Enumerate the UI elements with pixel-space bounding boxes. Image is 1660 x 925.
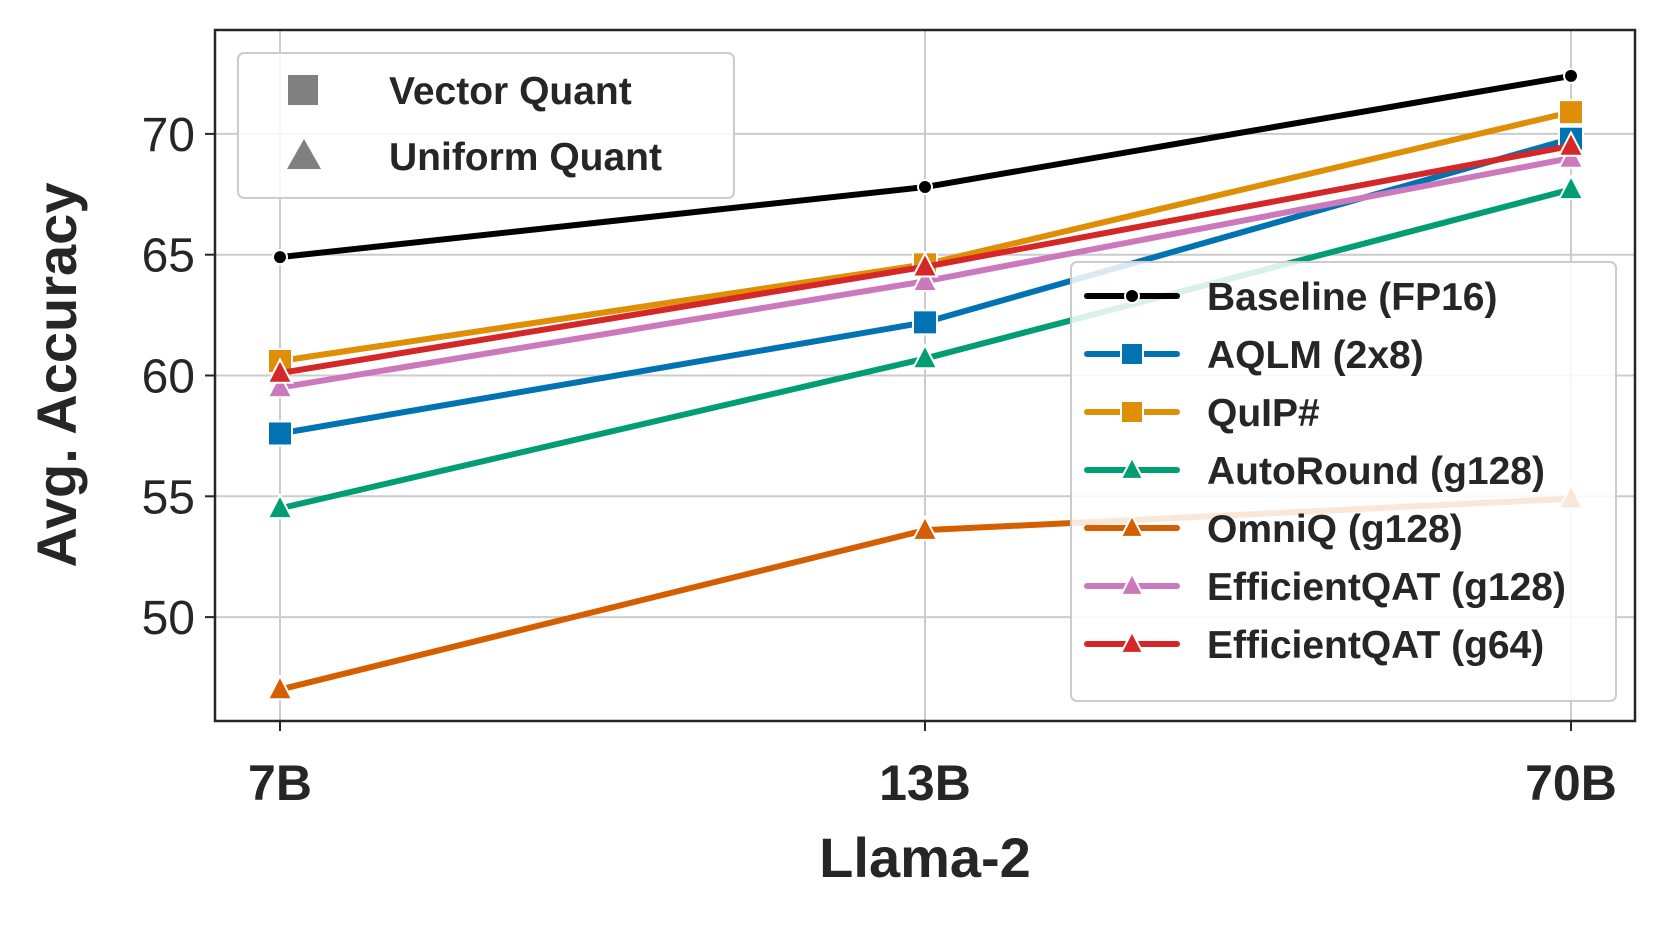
legend-label-efficientqat-g64: EfficientQAT (g64)	[1207, 624, 1544, 667]
legend-marker-type-box	[237, 52, 735, 199]
data-point-autoround-g128-7b	[266, 492, 294, 520]
legend-label-baseline-fp16: Baseline (FP16)	[1207, 276, 1497, 319]
y-tick-label-60: 60	[142, 351, 195, 404]
x-tick-label-70b: 70B	[1525, 755, 1617, 811]
legend-entry-autoround-g128: AutoRound (g128)	[1084, 450, 1545, 493]
legend-entry-aqlm-2x8: AQLM (2x8)	[1084, 334, 1424, 377]
x-axis-title: Llama-2	[819, 826, 1031, 889]
data-point-autoround-g128-70b	[1557, 173, 1585, 201]
data-point-efficientqat-g128-7b	[266, 372, 294, 399]
legend-uniform-quant-label: Uniform Quant	[389, 136, 662, 179]
legend-label-efficientqat-g128: EfficientQAT (g128)	[1207, 566, 1566, 609]
legend-vector-quant-label: Vector Quant	[389, 70, 632, 113]
y-tick-label-65: 65	[142, 230, 195, 283]
data-point-baseline-fp16-13b	[917, 179, 933, 196]
legend-entry-baseline-fp16: Baseline (FP16)	[1084, 276, 1497, 319]
legend-marker-omniq-g128	[1119, 513, 1145, 538]
data-point-efficientqat-g64-7b	[266, 357, 294, 384]
legend-series-items: Baseline (FP16) AQLM (2x8) QuIP# AutoRound …	[1084, 276, 1566, 667]
legend-label-aqlm-2x8: AQLM (2x8)	[1207, 334, 1424, 377]
legend-series: Baseline (FP16) AQLM (2x8) QuIP# AutoRound …	[1070, 261, 1617, 702]
legend-label-quip: QuIP#	[1207, 392, 1320, 435]
series-efficientqat-g128	[266, 142, 1585, 399]
data-point-efficientqat-g64-70b	[1557, 130, 1585, 157]
data-point-baseline-fp16-7b	[272, 249, 288, 266]
y-tick-label-50: 50	[142, 592, 195, 645]
legend-label-omniq-g128: OmniQ (g128)	[1207, 508, 1463, 551]
x-tick-label-7b: 7B	[248, 755, 312, 811]
legend-marker-baseline-fp16	[1124, 288, 1140, 304]
legend-marker-type: Vector Quant Uniform Quant	[237, 52, 735, 199]
legend-series-box	[1070, 261, 1617, 702]
data-point-efficientqat-g128-13b	[911, 265, 939, 292]
data-point-quip-70b	[1558, 99, 1584, 126]
x-tick-label-13b: 13B	[879, 755, 971, 811]
legend-label-autoround-g128: AutoRound (g128)	[1207, 450, 1545, 493]
legend-marker-autoround-g128	[1119, 455, 1145, 480]
legend-triangle-marker	[287, 139, 321, 169]
data-point-omniq-g128-7b	[266, 674, 294, 701]
legend-marker-aqlm-2x8	[1120, 342, 1144, 366]
legend-entry-efficientqat-g64: EfficientQAT (g64)	[1084, 624, 1544, 667]
tick-labels: 50 55 60 65 70 7B 13B 70B	[142, 109, 1617, 811]
data-point-efficientqat-g64-13b	[911, 251, 939, 278]
data-point-autoround-g128-13b	[911, 343, 939, 370]
data-point-aqlm-2x8-13b	[912, 309, 938, 336]
data-point-omniq-g128-13b	[911, 514, 939, 541]
series-efficientqat-g64	[266, 130, 1585, 384]
legend-square-marker	[288, 75, 318, 105]
legend-entry-efficientqat-g128: EfficientQAT (g128)	[1084, 566, 1566, 609]
data-point-baseline-fp16-70b	[1563, 67, 1579, 84]
legend-marker-quip	[1120, 400, 1144, 424]
y-tick-label-55: 55	[142, 471, 195, 524]
data-point-aqlm-2x8-7b	[267, 420, 293, 447]
legend-marker-efficientqat-g64	[1119, 629, 1145, 654]
y-axis-title: Avg. Accuracy	[25, 183, 88, 568]
series-autoround-g128	[266, 173, 1585, 520]
legend-marker-efficientqat-g128	[1119, 571, 1145, 596]
y-tick-label-70: 70	[142, 109, 195, 162]
legend-entry-omniq-g128: OmniQ (g128)	[1084, 508, 1463, 551]
series-baseline-fp16	[272, 67, 1579, 266]
legend-entry-quip: QuIP#	[1084, 392, 1320, 435]
